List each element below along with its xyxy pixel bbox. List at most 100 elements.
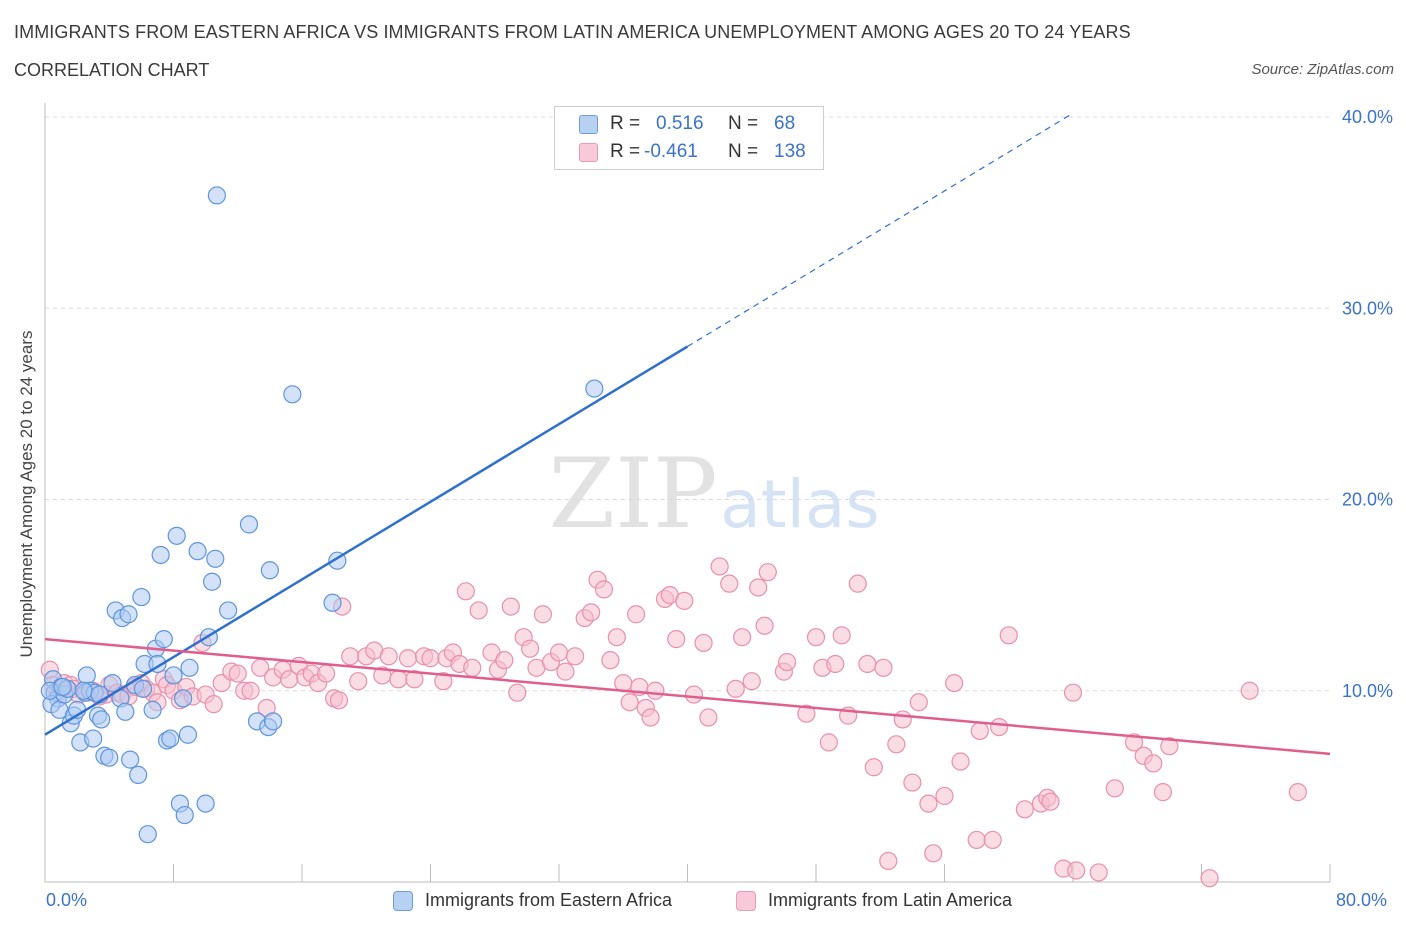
latin-america-point bbox=[389, 670, 408, 689]
eastern-africa-point bbox=[167, 526, 186, 545]
latin-america-point bbox=[858, 654, 877, 674]
latin-america-point bbox=[1288, 783, 1307, 802]
eastern-africa-point bbox=[260, 561, 279, 580]
latin-america-point bbox=[819, 733, 838, 752]
latin-america-point bbox=[501, 597, 520, 616]
eastern-africa-point bbox=[206, 549, 225, 568]
latin-america-point bbox=[758, 563, 777, 582]
eastern-africa-point bbox=[151, 545, 170, 565]
latin-america-point bbox=[549, 643, 569, 662]
eastern-africa-point bbox=[164, 666, 183, 685]
latin-america-point bbox=[694, 633, 713, 653]
source-credit: Source: ZipAtlas.com bbox=[1251, 61, 1394, 78]
latin-america-point bbox=[951, 752, 970, 771]
legend-row-eastern-africa: R = 0.516 N = 68 bbox=[579, 112, 795, 136]
latin-america-point bbox=[646, 681, 665, 700]
latin-america-point bbox=[832, 626, 851, 645]
latin-america-point bbox=[667, 630, 686, 649]
latin-america-point bbox=[1105, 779, 1124, 798]
latin-america-point bbox=[204, 695, 223, 714]
eastern-africa-point bbox=[202, 572, 222, 591]
eastern-africa-point bbox=[53, 677, 72, 697]
latin-america-point bbox=[999, 626, 1018, 645]
eastern-africa-point bbox=[116, 702, 135, 721]
latin-america-point bbox=[777, 652, 797, 672]
latin-america-point bbox=[919, 794, 938, 813]
y-tick-label: 30.0% bbox=[1342, 298, 1393, 318]
legend-swatch-pink bbox=[579, 142, 598, 162]
latin-america-point bbox=[556, 662, 575, 681]
latin-america-point bbox=[607, 628, 626, 647]
eastern-africa-point bbox=[143, 700, 162, 719]
latin-america-point bbox=[1240, 681, 1259, 700]
eastern-africa-point bbox=[207, 186, 226, 205]
y-tick-label: 40.0% bbox=[1342, 107, 1393, 127]
eastern-africa-point bbox=[92, 710, 111, 729]
latin-america-point bbox=[533, 605, 553, 624]
r-label: R = bbox=[610, 113, 641, 134]
eastern-africa-point bbox=[121, 750, 140, 769]
eastern-africa-trendline bbox=[44, 345, 689, 736]
latin-america-point bbox=[970, 721, 989, 741]
eastern-africa-point bbox=[84, 729, 103, 748]
latin-america-point bbox=[228, 664, 247, 683]
eastern-africa-point bbox=[263, 712, 283, 731]
latin-america-point bbox=[848, 574, 867, 593]
latin-america-point bbox=[594, 580, 614, 599]
n-value: 138 bbox=[774, 141, 806, 162]
latin-america-point bbox=[675, 591, 694, 610]
eastern-africa-point bbox=[178, 725, 198, 744]
legend-item-eastern-africa: Immigrants from Eastern Africa bbox=[393, 890, 672, 911]
latin-america-point bbox=[469, 601, 488, 620]
eastern-africa-point bbox=[154, 630, 173, 649]
trend-lines bbox=[44, 112, 1331, 756]
latin-america-trendline bbox=[44, 637, 1331, 756]
eastern-africa-point bbox=[283, 385, 302, 404]
r-value: 0.516 bbox=[656, 113, 704, 134]
latin-america-point bbox=[520, 639, 540, 658]
eastern-africa-trendline-extension bbox=[687, 112, 1074, 348]
latin-america-point bbox=[893, 710, 912, 729]
x-tick-max: 80.0% bbox=[1336, 890, 1388, 910]
latin-america-point bbox=[405, 670, 424, 689]
latin-america-point bbox=[601, 651, 620, 670]
latin-america-point bbox=[349, 672, 368, 691]
latin-america-point bbox=[945, 673, 964, 693]
eastern-africa-point bbox=[323, 593, 342, 612]
latin-america-point bbox=[967, 830, 986, 850]
latin-america-point bbox=[983, 830, 1002, 850]
latin-america-point bbox=[565, 647, 585, 666]
latin-america-point bbox=[1015, 800, 1034, 819]
latin-america-point bbox=[990, 717, 1009, 737]
latin-america-point bbox=[806, 628, 826, 647]
watermark-zip: ZIP bbox=[548, 438, 717, 550]
latin-america-point bbox=[421, 649, 440, 668]
latin-america-point bbox=[620, 693, 639, 712]
latin-america-point bbox=[582, 603, 601, 622]
latin-america-point bbox=[641, 708, 660, 727]
latin-america-point bbox=[1063, 683, 1083, 702]
latin-america-point bbox=[1144, 754, 1163, 773]
latin-america-point bbox=[508, 683, 527, 702]
eastern-africa-point bbox=[188, 542, 207, 561]
latin-america-point bbox=[1067, 861, 1086, 880]
x-tick-min: 0.0% bbox=[46, 890, 88, 910]
latin-america-point bbox=[456, 582, 475, 601]
eastern-africa-point bbox=[138, 825, 157, 844]
latin-america-point bbox=[726, 679, 745, 698]
y-tick-labels: 10.0% 20.0% 30.0% 40.0% bbox=[1342, 107, 1393, 701]
latin-america-point bbox=[749, 578, 768, 597]
latin-america-point bbox=[1200, 869, 1219, 888]
latin-america-point bbox=[1089, 863, 1108, 882]
latin-america-point bbox=[874, 658, 893, 677]
series-legend: Immigrants from Eastern Africa Immigrant… bbox=[0, 890, 1406, 914]
correlation-legend: R = 0.516 N = 68 R = -0.461 N = 138 bbox=[554, 106, 824, 170]
latin-america-point bbox=[699, 708, 718, 727]
latin-america-point bbox=[398, 649, 418, 668]
y-tick-label: 10.0% bbox=[1342, 681, 1393, 701]
latin-america-point bbox=[924, 844, 943, 863]
latin-america-point bbox=[684, 685, 704, 704]
watermark: ZIP atlas bbox=[548, 438, 879, 550]
latin-america-point bbox=[720, 574, 739, 593]
latin-america-point bbox=[935, 786, 954, 806]
